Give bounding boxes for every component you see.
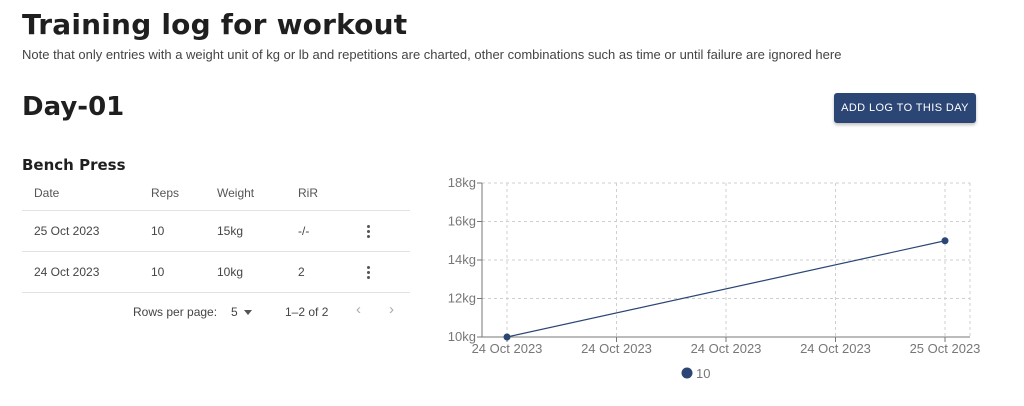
column-header-reps[interactable]: Reps (151, 186, 180, 200)
y-tick-label: 12kg (448, 291, 476, 306)
page-title: Training log for workout (22, 8, 408, 41)
log-table: Date Reps Weight RiR 25 Oct 2023 10 15kg… (22, 176, 410, 293)
y-tick-label: 18kg (448, 175, 476, 190)
pagination-range: 1–2 of 2 (285, 305, 329, 319)
legend-label: 10 (696, 366, 710, 381)
cell-date: 25 Oct 2023 (34, 224, 100, 238)
day-title: Day-01 (22, 92, 125, 122)
add-log-button[interactable]: ADD LOG TO THIS DAY (834, 93, 976, 123)
y-tick-label: 10kg (448, 329, 476, 344)
chart-grid (482, 182, 971, 337)
cell-date: 24 Oct 2023 (34, 265, 100, 279)
row-menu-button[interactable] (361, 252, 375, 292)
chart-x-ticks: 24 Oct 2023 24 Oct 2023 24 Oct 2023 24 Oct … (472, 337, 981, 356)
x-tick-label: 24 Oct 2023 (472, 341, 543, 356)
chart-y-ticks: 10kg 12kg 14kg 16kg 18kg (448, 175, 482, 344)
cell-rir: 2 (298, 265, 305, 279)
x-tick-label: 24 Oct 2023 (800, 341, 871, 356)
legend-marker (681, 367, 693, 379)
page-subtitle: Note that only entries with a weight uni… (22, 47, 842, 62)
data-point (503, 333, 511, 341)
chart-legend: 10 (681, 366, 710, 381)
column-header-weight[interactable]: Weight (217, 186, 255, 200)
exercise-title: Bench Press (22, 156, 126, 174)
more-vert-icon (366, 264, 370, 281)
cell-rir: -/- (298, 224, 310, 238)
x-tick-label: 24 Oct 2023 (691, 341, 762, 356)
row-menu-button[interactable] (361, 211, 375, 251)
y-tick-label: 16kg (448, 214, 476, 229)
x-tick-label: 25 Oct 2023 (910, 341, 981, 356)
rows-per-page-select[interactable]: 5 (231, 305, 252, 319)
rows-per-page-label: Rows per page: (133, 305, 218, 319)
rows-per-page-value: 5 (231, 305, 238, 319)
data-point (941, 237, 949, 245)
table-row: 25 Oct 2023 10 15kg -/- (22, 211, 410, 252)
caret-down-icon (243, 310, 252, 316)
more-vert-icon (366, 223, 370, 240)
y-tick-label: 14kg (448, 252, 476, 267)
column-header-rir[interactable]: RiR (298, 186, 318, 200)
cell-weight: 10kg (217, 265, 244, 279)
column-header-date[interactable]: Date (34, 186, 60, 200)
x-tick-label: 24 Oct 2023 (581, 341, 652, 356)
chevron-left-icon[interactable]: ‹ (356, 301, 361, 318)
chart-series (503, 237, 949, 341)
cell-reps: 10 (151, 265, 165, 279)
chevron-right-icon[interactable]: › (389, 301, 394, 318)
table-pagination: Rows per page: 5 1–2 of 2 ‹ › (22, 298, 410, 328)
table-row: 24 Oct 2023 10 10kg 2 (22, 252, 410, 293)
series-line (506, 240, 946, 338)
cell-weight: 15kg (217, 224, 244, 238)
table-header-row: Date Reps Weight RiR (22, 176, 410, 211)
cell-reps: 10 (151, 224, 165, 238)
